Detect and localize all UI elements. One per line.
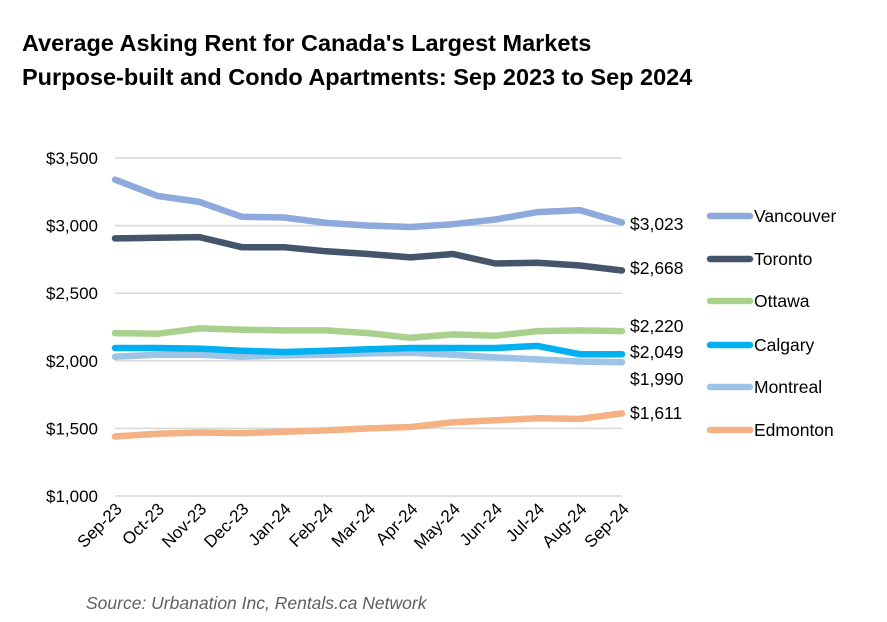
series-lines xyxy=(111,176,626,440)
legend-label: Toronto xyxy=(754,249,812,269)
x-tick-label: May-24 xyxy=(410,499,464,553)
series-line-calgary xyxy=(111,342,626,358)
x-tick-label: Jan-24 xyxy=(245,499,295,549)
y-tick-label: $3,500 xyxy=(46,149,98,168)
series-line-toronto xyxy=(111,233,626,274)
end-label-vancouver: $3,023 xyxy=(630,214,684,234)
end-label-ottawa: $2,220 xyxy=(630,316,684,336)
series-line-vancouver xyxy=(111,176,626,231)
chart-subtitle: Purpose-built and Condo Apartments: Sep … xyxy=(22,64,693,90)
legend-label: Calgary xyxy=(754,335,815,355)
legend-label: Montreal xyxy=(754,377,822,397)
x-tick-label: Nov-23 xyxy=(158,499,210,551)
end-label-calgary: $2,049 xyxy=(630,342,684,362)
series-line-ottawa xyxy=(111,325,626,342)
legend-item-calgary: Calgary xyxy=(706,335,815,355)
series-line-montreal xyxy=(111,349,626,366)
end-label-edmonton: $1,611 xyxy=(630,403,682,423)
x-tick-label: Mar-24 xyxy=(328,499,380,551)
x-axis-tick-labels: Sep-23Oct-23Nov-23Dec-23Jan-24Feb-24Mar-… xyxy=(74,499,633,553)
legend-item-ottawa: Ottawa xyxy=(706,291,810,311)
y-tick-label: $2,000 xyxy=(46,352,98,371)
end-value-labels: $3,023 $2,668 $2,220 $2,049 $1,990 $1,611 xyxy=(630,214,684,423)
chart-title-line-1: Average Asking Rent for Canada's Largest… xyxy=(22,30,592,56)
x-tick-label: Jun-24 xyxy=(456,499,506,549)
y-tick-label: $3,000 xyxy=(46,217,98,236)
y-tick-label: $1,500 xyxy=(46,419,98,438)
legend-label: Vancouver xyxy=(754,206,837,226)
legend: Vancouver Toronto Ottawa Calgary Montreal Edm… xyxy=(706,206,837,440)
x-tick-label: Sep-23 xyxy=(74,499,126,551)
legend-label: Edmonton xyxy=(754,420,834,440)
source-note: Source: Urbanation Inc, Rentals.ca Netwo… xyxy=(86,593,427,613)
y-tick-label: $1,000 xyxy=(46,487,98,506)
end-label-montreal: $1,990 xyxy=(630,369,684,389)
y-tick-label: $2,500 xyxy=(46,284,98,303)
y-axis-tick-labels: $1,000 $1,500 $2,000 $2,500 $3,000 $3,500 xyxy=(46,149,98,506)
legend-item-vancouver: Vancouver xyxy=(706,206,837,226)
legend-item-edmonton: Edmonton xyxy=(706,420,834,440)
x-tick-label: Feb-24 xyxy=(286,499,338,551)
end-label-toronto: $2,668 xyxy=(630,258,684,278)
x-tick-label: Sep-24 xyxy=(581,499,633,551)
legend-item-montreal: Montreal xyxy=(706,377,822,397)
chart-title: Average Asking Rent for Canada's Largest… xyxy=(22,26,692,94)
legend-item-toronto: Toronto xyxy=(706,249,812,269)
series-line-edmonton xyxy=(111,410,626,440)
x-tick-label: Dec-23 xyxy=(200,499,252,551)
x-tick-label: Aug-24 xyxy=(538,499,590,551)
legend-label: Ottawa xyxy=(754,291,810,311)
